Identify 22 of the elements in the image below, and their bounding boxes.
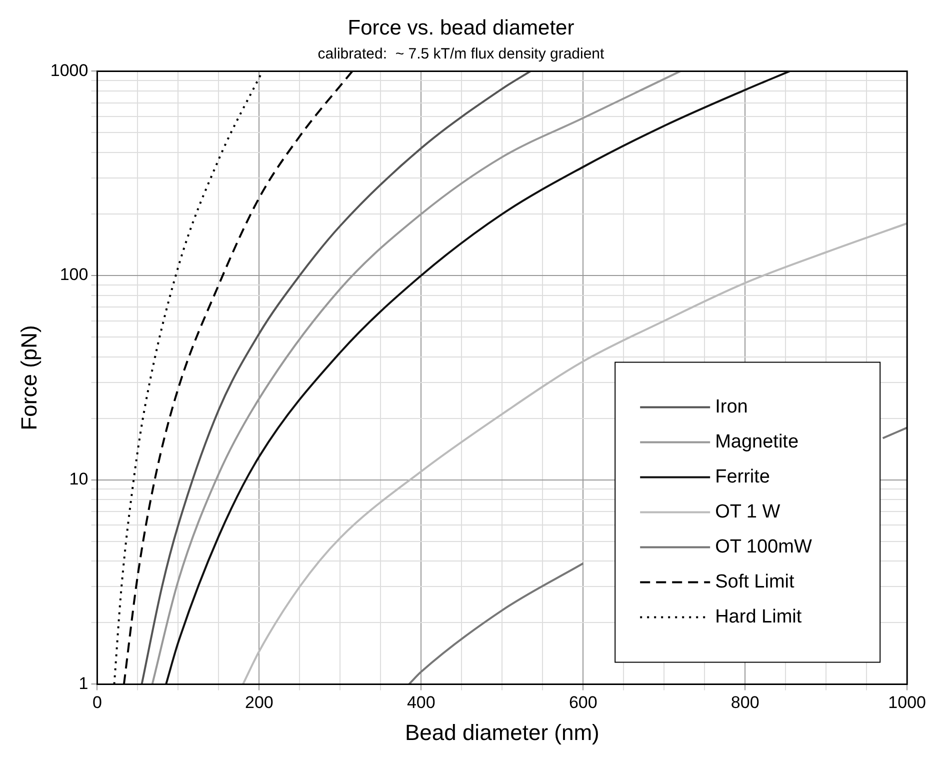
- y-tick-label: 1: [78, 674, 88, 693]
- y-tick-label: 100: [60, 265, 88, 284]
- x-tick-label: 400: [406, 693, 436, 712]
- x-tick-label: 600: [568, 693, 598, 712]
- x-tick-label: 0: [92, 693, 102, 712]
- y-tick-label: 1000: [50, 60, 88, 80]
- x-axis-title: Bead diameter (nm): [404, 720, 600, 745]
- x-tick-label: 1000: [888, 693, 926, 712]
- legend-label: Magnetite: [715, 431, 799, 452]
- legend-label: Hard Limit: [715, 606, 802, 628]
- legend-label: OT 100mW: [715, 536, 812, 558]
- y-tick-label: 10: [69, 470, 88, 489]
- legend-label: Soft Limit: [715, 571, 796, 592]
- y-axis-title: Force (pN): [16, 325, 42, 430]
- legend-label: Ferrite: [715, 466, 770, 488]
- x-tick-label: 800: [730, 693, 760, 712]
- legend-label: Iron: [715, 396, 748, 418]
- legend-label: OT 1 W: [715, 501, 780, 522]
- chart-title: Force vs. bead diameter: [348, 16, 574, 40]
- line-series: [242, 222, 908, 684]
- x-tick-label: 200: [245, 693, 274, 712]
- chart-subtitle: calibrated: ~ 7.5 kT/m flux density gradient: [318, 45, 606, 62]
